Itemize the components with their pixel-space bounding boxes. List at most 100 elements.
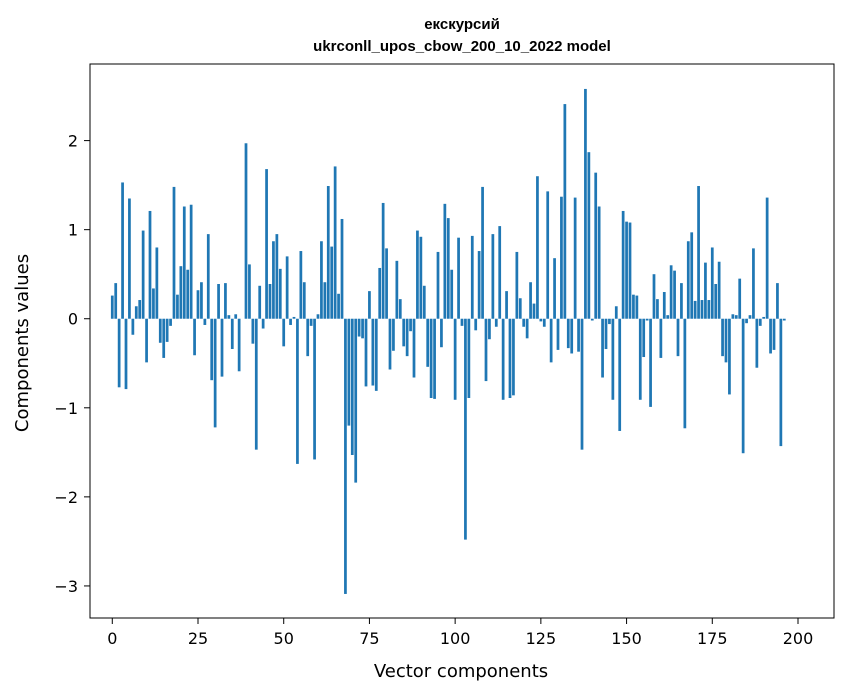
bar-158 — [652, 274, 656, 319]
y-tick-label: 0 — [68, 310, 78, 329]
bar-101 — [457, 237, 460, 319]
bar-121 — [525, 318, 529, 339]
bar-190 — [762, 316, 766, 319]
bar-119 — [518, 298, 522, 319]
bar-125 — [539, 318, 543, 322]
bar-84 — [398, 299, 402, 319]
bar-61 — [320, 241, 323, 319]
bar-142 — [597, 206, 601, 319]
bar-150 — [625, 221, 628, 319]
bar-143 — [601, 318, 604, 378]
bar-112 — [494, 318, 498, 327]
bar-21 — [182, 206, 186, 319]
bar-110 — [488, 318, 491, 340]
bar-180 — [728, 318, 731, 395]
bar-160 — [659, 318, 663, 358]
bar-67 — [340, 218, 344, 319]
bar-4 — [124, 318, 128, 390]
bar-54 — [296, 318, 299, 464]
x-tick-label: 50 — [274, 629, 294, 648]
bar-53 — [292, 316, 296, 319]
bar-128 — [549, 318, 553, 363]
bar-78 — [378, 267, 382, 319]
bar-55 — [299, 251, 303, 319]
bar-92 — [426, 318, 430, 367]
bar-14 — [158, 318, 162, 343]
bar-175 — [710, 247, 714, 319]
bar-35 — [230, 318, 234, 350]
bar-94 — [433, 318, 436, 399]
bar-26 — [200, 282, 203, 319]
bar-80 — [385, 248, 388, 319]
bar-34 — [227, 315, 231, 319]
bar-114 — [501, 318, 505, 400]
bar-12 — [152, 288, 155, 319]
bar-168 — [686, 241, 690, 319]
bar-57 — [306, 318, 310, 357]
bar-181 — [731, 314, 735, 319]
bar-156 — [645, 318, 649, 321]
bar-135 — [573, 197, 577, 319]
y-tick-label: 1 — [68, 221, 78, 240]
bar-106 — [474, 318, 478, 331]
bar-161 — [662, 292, 666, 319]
bar-117 — [512, 318, 515, 396]
bar-0 — [110, 295, 114, 319]
bar-6 — [131, 318, 135, 335]
bar-188 — [755, 318, 759, 368]
bar-60 — [316, 314, 320, 319]
bar-50 — [282, 318, 286, 347]
bar-23 — [189, 204, 193, 319]
bar-183 — [738, 278, 742, 319]
y-tick-label: −3 — [54, 577, 78, 596]
bar-127 — [546, 191, 550, 319]
y-tick-label: −2 — [54, 488, 78, 507]
bar-129 — [553, 258, 556, 319]
bar-33 — [224, 283, 227, 319]
x-tick-label: 100 — [440, 629, 471, 648]
bar-48 — [275, 234, 279, 319]
chart-title-line1: екскурсий — [424, 16, 500, 33]
bar-138 — [584, 88, 587, 319]
bar-95 — [436, 251, 440, 319]
bar-108 — [481, 186, 484, 319]
bar-120 — [522, 318, 526, 327]
bar-77 — [374, 318, 378, 391]
bar-37 — [237, 318, 241, 372]
bar-70 — [350, 318, 354, 455]
bar-13 — [155, 247, 159, 319]
bar-98 — [446, 218, 450, 319]
bar-59 — [313, 318, 316, 460]
bar-93 — [429, 318, 433, 398]
bar-126 — [542, 318, 546, 327]
bar-10 — [145, 318, 148, 363]
bar-116 — [508, 318, 512, 398]
bar-167 — [683, 318, 687, 429]
bar-151 — [628, 222, 632, 319]
bar-76 — [371, 318, 375, 386]
bar-31 — [217, 284, 220, 319]
bar-81 — [388, 318, 392, 370]
bar-82 — [392, 318, 395, 351]
bar-75 — [368, 291, 371, 319]
bar-88 — [412, 318, 416, 378]
bar-103 — [464, 318, 467, 540]
bar-45 — [265, 169, 268, 319]
bar-104 — [467, 318, 471, 398]
plot-frame — [89, 63, 835, 619]
bar-147 — [614, 306, 618, 319]
bar-174 — [707, 300, 711, 319]
bar-15 — [162, 318, 166, 358]
bar-96 — [440, 318, 443, 348]
x-tick-label: 0 — [107, 629, 117, 648]
x-tick-label: 175 — [697, 629, 728, 648]
bar-51 — [285, 256, 289, 319]
bar-145 — [608, 318, 611, 325]
bar-36 — [234, 314, 238, 319]
bar-16 — [165, 318, 169, 342]
bar-111 — [491, 234, 495, 319]
bar-11 — [148, 210, 152, 319]
bar-27 — [203, 318, 207, 325]
bar-7 — [134, 306, 138, 319]
